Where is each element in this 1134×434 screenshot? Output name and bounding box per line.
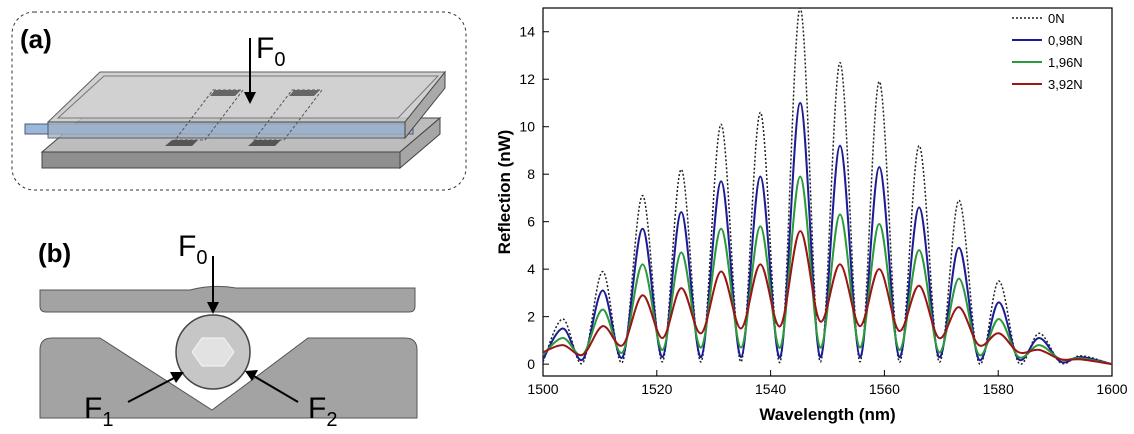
force-subscript: 2 xyxy=(326,409,337,429)
y-tick-label: 8 xyxy=(527,166,535,182)
series-line xyxy=(542,230,1113,366)
series-line xyxy=(542,101,1113,366)
groove xyxy=(248,140,281,146)
series-line xyxy=(542,7,1113,365)
series-line xyxy=(542,175,1113,366)
force-label: F0 xyxy=(178,230,207,269)
arrow-head xyxy=(244,92,256,104)
top-plate-rim xyxy=(56,75,440,119)
chart: 1500 1520 1540 1560 1580 1600 0 2 4 6 8 10 12 14 Wavel… xyxy=(495,7,1128,424)
x-tick-label: 1540 xyxy=(755,381,786,397)
panel-label: (a) xyxy=(20,24,52,54)
arrow-head xyxy=(245,370,258,381)
x-axis-title: Wavelength (nm) xyxy=(759,405,895,424)
x-tick-label: 1560 xyxy=(869,381,900,397)
y-tick-label: 4 xyxy=(527,261,535,277)
core xyxy=(191,337,235,367)
bottom-plate-front xyxy=(41,151,401,169)
force-arrow xyxy=(251,374,299,403)
groove xyxy=(210,90,241,96)
y-tick-label: 12 xyxy=(519,71,535,87)
legend-label: 0,98N xyxy=(1048,33,1083,48)
groove xyxy=(165,140,198,146)
legend-label: 1,96N xyxy=(1048,55,1083,70)
legend-label: 0N xyxy=(1048,11,1065,26)
y-tick-label: 6 xyxy=(527,214,535,230)
force-label: F2 xyxy=(308,392,337,429)
x-tick-label: 1520 xyxy=(641,381,672,397)
legend-label: 3,92N xyxy=(1048,77,1083,92)
top-plate-front xyxy=(47,121,406,139)
force-subscript: 0 xyxy=(196,247,207,269)
arrow-head xyxy=(207,302,219,314)
y-axis-title: Reflection (nW) xyxy=(495,130,514,255)
force-symbol: F xyxy=(178,230,196,263)
bottom-plate-side xyxy=(399,116,441,170)
force-arrow xyxy=(127,376,177,403)
top-plate-side xyxy=(404,70,446,140)
groove xyxy=(289,90,320,96)
panel-frame xyxy=(11,11,467,191)
x-tick-label: 1500 xyxy=(527,381,558,397)
x-tick-label: 1600 xyxy=(1096,381,1127,397)
y-tick-label: 14 xyxy=(519,24,535,40)
x-tick-label: 1580 xyxy=(983,381,1014,397)
force-subscript: 0 xyxy=(274,49,285,71)
force-label: F1 xyxy=(84,392,113,429)
y-tick-label: 2 xyxy=(527,309,535,325)
panel-b: (b) F0 F1 F2 xyxy=(38,230,418,431)
force-symbol: F xyxy=(308,392,326,425)
panel-label: (b) xyxy=(38,238,71,268)
force-symbol: F xyxy=(256,32,274,65)
top-plate xyxy=(39,285,416,313)
force-subscript: 1 xyxy=(102,409,113,429)
y-tick-label: 10 xyxy=(519,119,535,135)
arrow-head xyxy=(170,372,184,383)
force-symbol: F xyxy=(84,392,102,425)
panel-a: (a) F0 xyxy=(11,11,467,191)
y-tick-label: 0 xyxy=(527,356,535,372)
plot-frame xyxy=(542,7,1113,377)
force-label: F0 xyxy=(256,32,285,71)
